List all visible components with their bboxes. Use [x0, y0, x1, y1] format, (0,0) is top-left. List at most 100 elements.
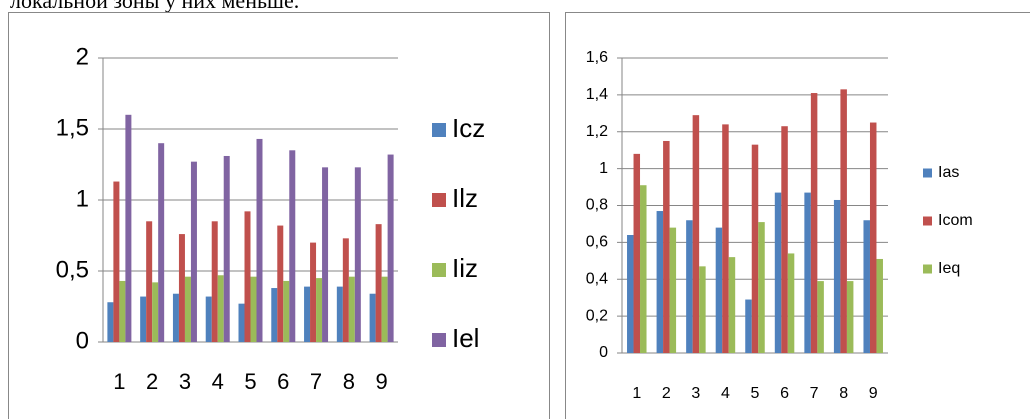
bar [113, 181, 120, 342]
legend-label: Ias [938, 164, 959, 181]
bar [277, 225, 284, 342]
bar [369, 293, 376, 342]
bar [627, 235, 634, 353]
legend-swatch [923, 216, 932, 226]
y-tick-label: 0,5 [56, 256, 89, 283]
bar [863, 220, 870, 353]
x-tick-label: 3 [691, 385, 700, 402]
bar [751, 144, 759, 353]
legend-label: Ilz [452, 183, 478, 213]
bar [184, 276, 191, 342]
x-tick-label: 2 [662, 385, 671, 402]
bar [322, 167, 329, 342]
legend-label: Icom [938, 212, 973, 229]
bar [774, 192, 782, 353]
bar [256, 138, 263, 342]
bar [804, 192, 811, 353]
y-tick-label: 1,4 [586, 86, 608, 103]
bar [336, 286, 343, 342]
bar [316, 278, 323, 342]
bar [787, 253, 795, 353]
bar [310, 242, 317, 342]
x-tick-label: 9 [869, 385, 878, 402]
bar [354, 167, 361, 342]
y-tick-label: 1,6 [586, 49, 608, 66]
x-tick-label: 8 [839, 385, 848, 402]
y-tick-label: 0,4 [586, 270, 608, 287]
bar [211, 221, 218, 342]
legend-swatch [923, 264, 932, 274]
legend-swatch [432, 333, 446, 347]
bar [205, 296, 212, 342]
y-tick-label: 1,2 [586, 123, 608, 140]
x-tick-label: 4 [721, 385, 730, 402]
bar [715, 227, 723, 353]
bar [250, 276, 257, 342]
y-tick-label: 1,5 [56, 114, 89, 141]
bar [152, 282, 159, 342]
bar [158, 143, 165, 342]
bar [722, 124, 729, 353]
bar [190, 161, 197, 342]
bar [876, 258, 883, 353]
x-tick-label: 4 [212, 369, 224, 394]
legend-label: Iel [452, 323, 479, 353]
y-tick-label: 0,6 [586, 234, 608, 251]
x-tick-label: 7 [810, 385, 819, 402]
legend-label: Icz [452, 113, 485, 143]
bar [686, 220, 693, 353]
bar [633, 153, 641, 353]
bar [381, 276, 388, 342]
x-tick-label: 5 [244, 369, 256, 394]
bar [125, 114, 132, 342]
bar [271, 288, 278, 342]
bar [238, 303, 245, 342]
x-tick-label: 7 [310, 369, 322, 394]
bar [840, 89, 847, 353]
x-tick-label: 8 [343, 369, 355, 394]
caption: локальной зоны у них меньше. [10, 0, 299, 13]
bar [692, 115, 700, 353]
bar [119, 280, 126, 342]
y-tick-label: 0 [76, 327, 89, 354]
bar [656, 211, 664, 353]
bar [669, 227, 677, 353]
bar [140, 296, 147, 342]
bar [640, 185, 647, 353]
bar [663, 140, 670, 353]
y-tick-label: 0,2 [586, 307, 608, 324]
x-tick-label: 6 [780, 385, 789, 402]
bar [244, 211, 251, 342]
bar [289, 150, 296, 342]
bar [699, 266, 706, 353]
bar [146, 221, 153, 342]
chart-frame [8, 12, 550, 419]
bar [348, 276, 355, 342]
bar [375, 224, 382, 342]
legend-swatch [923, 168, 932, 178]
bar [178, 234, 185, 342]
bar [172, 293, 179, 342]
x-tick-label: 1 [113, 369, 125, 394]
x-tick-label: 5 [751, 385, 760, 402]
legend-swatch [432, 263, 446, 277]
bar [223, 155, 230, 342]
y-tick-label: 0,8 [586, 197, 608, 214]
bar [817, 281, 824, 353]
bar [846, 281, 854, 353]
y-tick-label: 2 [76, 43, 89, 70]
legend-swatch [432, 193, 446, 207]
bar [758, 222, 765, 353]
bar [304, 286, 311, 342]
legend-label: Iiz [452, 253, 478, 283]
legend-swatch [432, 123, 446, 137]
bar [342, 238, 349, 342]
bar [833, 199, 841, 353]
y-tick-label: 0 [599, 344, 608, 361]
y-tick-label: 1 [599, 160, 608, 177]
bar [810, 93, 818, 353]
chart-frame [565, 12, 1030, 419]
bar [217, 275, 224, 342]
x-tick-label: 6 [277, 369, 289, 394]
